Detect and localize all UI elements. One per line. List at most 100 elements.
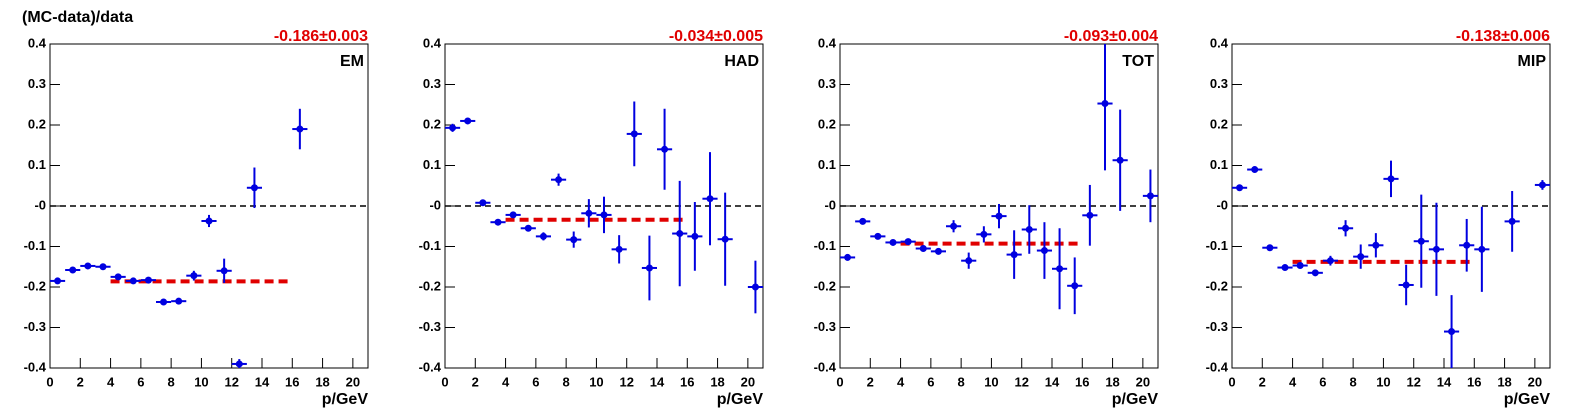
y-tick-label: -0.3 — [1206, 319, 1228, 334]
y-axis-label: (MC-data)/data — [22, 9, 133, 26]
x-tick-label: 0 — [1228, 374, 1235, 389]
x-tick-label: 4 — [107, 374, 115, 389]
y-tick-label: -0.3 — [24, 319, 46, 334]
panel-label: EM — [340, 53, 364, 70]
data-point — [69, 266, 77, 274]
y-tick-label: 0.3 — [1210, 76, 1228, 91]
y-tick-label: -0 — [429, 197, 441, 212]
x-tick-label: 14 — [255, 374, 270, 389]
data-point — [1025, 225, 1033, 233]
data-point — [464, 117, 472, 125]
data-point — [950, 222, 958, 230]
x-tick-label: 8 — [168, 374, 175, 389]
y-tick-label: -0.1 — [814, 238, 836, 253]
x-tick-label: 2 — [1259, 374, 1266, 389]
data-point — [889, 238, 897, 246]
y-tick-label: 0.2 — [1210, 116, 1228, 131]
data-point — [1432, 245, 1440, 253]
data-point — [1056, 265, 1064, 273]
x-tick-label: 14 — [650, 374, 665, 389]
data-point — [1448, 328, 1456, 336]
x-tick-label: 14 — [1045, 374, 1060, 389]
data-point — [630, 130, 638, 138]
data-point — [1311, 269, 1319, 277]
x-tick-label: 14 — [1437, 374, 1452, 389]
x-tick-label: 18 — [1497, 374, 1511, 389]
data-point — [555, 176, 563, 184]
x-tick-label: 8 — [563, 374, 570, 389]
data-point — [615, 245, 623, 253]
x-tick-label: 6 — [927, 374, 934, 389]
data-point — [1387, 175, 1395, 183]
data-point — [205, 217, 213, 225]
data-point — [160, 298, 168, 306]
x-tick-label: 20 — [346, 374, 360, 389]
data-point — [600, 211, 608, 219]
y-tick-label: -0.4 — [814, 359, 837, 374]
data-point — [661, 145, 669, 153]
y-tick-label: 0.1 — [818, 157, 836, 172]
y-tick-label: 0.2 — [28, 116, 46, 131]
data-point — [1071, 282, 1079, 290]
data-point — [874, 232, 882, 240]
x-tick-label: 10 — [194, 374, 208, 389]
y-tick-label: -0.2 — [24, 278, 46, 293]
data-point — [1326, 257, 1334, 265]
y-tick-label: -0.1 — [1206, 238, 1228, 253]
data-point — [509, 211, 517, 219]
x-tick-label: 18 — [1105, 374, 1119, 389]
y-tick-label: 0.3 — [818, 76, 836, 91]
data-point — [190, 272, 198, 280]
x-tick-label: 16 — [1075, 374, 1089, 389]
data-point — [1116, 156, 1124, 164]
x-tick-label: 20 — [1528, 374, 1542, 389]
data-point — [114, 273, 122, 281]
y-tick-label: 0.4 — [423, 35, 442, 50]
x-tick-label: 0 — [46, 374, 53, 389]
x-tick-label: 18 — [315, 374, 329, 389]
y-tick-label: -0.2 — [1206, 278, 1228, 293]
x-axis-label: p/GeV — [322, 391, 369, 408]
annotation: -0.138±0.006 — [1456, 28, 1550, 45]
x-tick-label: 16 — [1467, 374, 1481, 389]
data-point — [449, 124, 457, 132]
data-point — [1086, 211, 1094, 219]
y-tick-label: -0.3 — [419, 319, 441, 334]
annotation: -0.093±0.004 — [1064, 28, 1158, 45]
x-tick-label: 0 — [836, 374, 843, 389]
annotation: -0.034±0.005 — [669, 28, 763, 45]
x-tick-label: 0 — [441, 374, 448, 389]
data-point — [995, 212, 1003, 220]
x-axis-label: p/GeV — [1112, 391, 1159, 408]
data-point — [965, 257, 973, 265]
annotation: -0.186±0.003 — [274, 28, 368, 45]
panel-label: TOT — [1122, 53, 1154, 70]
data-point — [220, 267, 228, 275]
y-tick-label: 0.1 — [28, 157, 46, 172]
data-point — [84, 262, 92, 270]
data-point — [296, 125, 304, 133]
panel-label: HAD — [724, 53, 759, 70]
x-tick-label: 4 — [1289, 374, 1297, 389]
x-tick-label: 4 — [897, 374, 905, 389]
data-point — [1146, 192, 1154, 200]
data-point — [235, 360, 243, 368]
data-point — [539, 232, 547, 240]
y-tick-label: -0.4 — [1206, 359, 1229, 374]
data-point — [676, 230, 684, 238]
x-tick-label: 12 — [224, 374, 238, 389]
data-point — [904, 238, 912, 246]
data-point — [919, 245, 927, 253]
x-tick-label: 20 — [1136, 374, 1150, 389]
data-point — [585, 209, 593, 217]
x-tick-label: 16 — [285, 374, 299, 389]
x-tick-label: 2 — [867, 374, 874, 389]
x-tick-label: 10 — [1376, 374, 1390, 389]
data-point — [1508, 217, 1516, 225]
y-tick-label: 0.1 — [423, 157, 441, 172]
data-point — [934, 247, 942, 255]
x-tick-label: 12 — [1406, 374, 1420, 389]
data-point — [250, 184, 258, 192]
data-point — [1040, 247, 1048, 255]
